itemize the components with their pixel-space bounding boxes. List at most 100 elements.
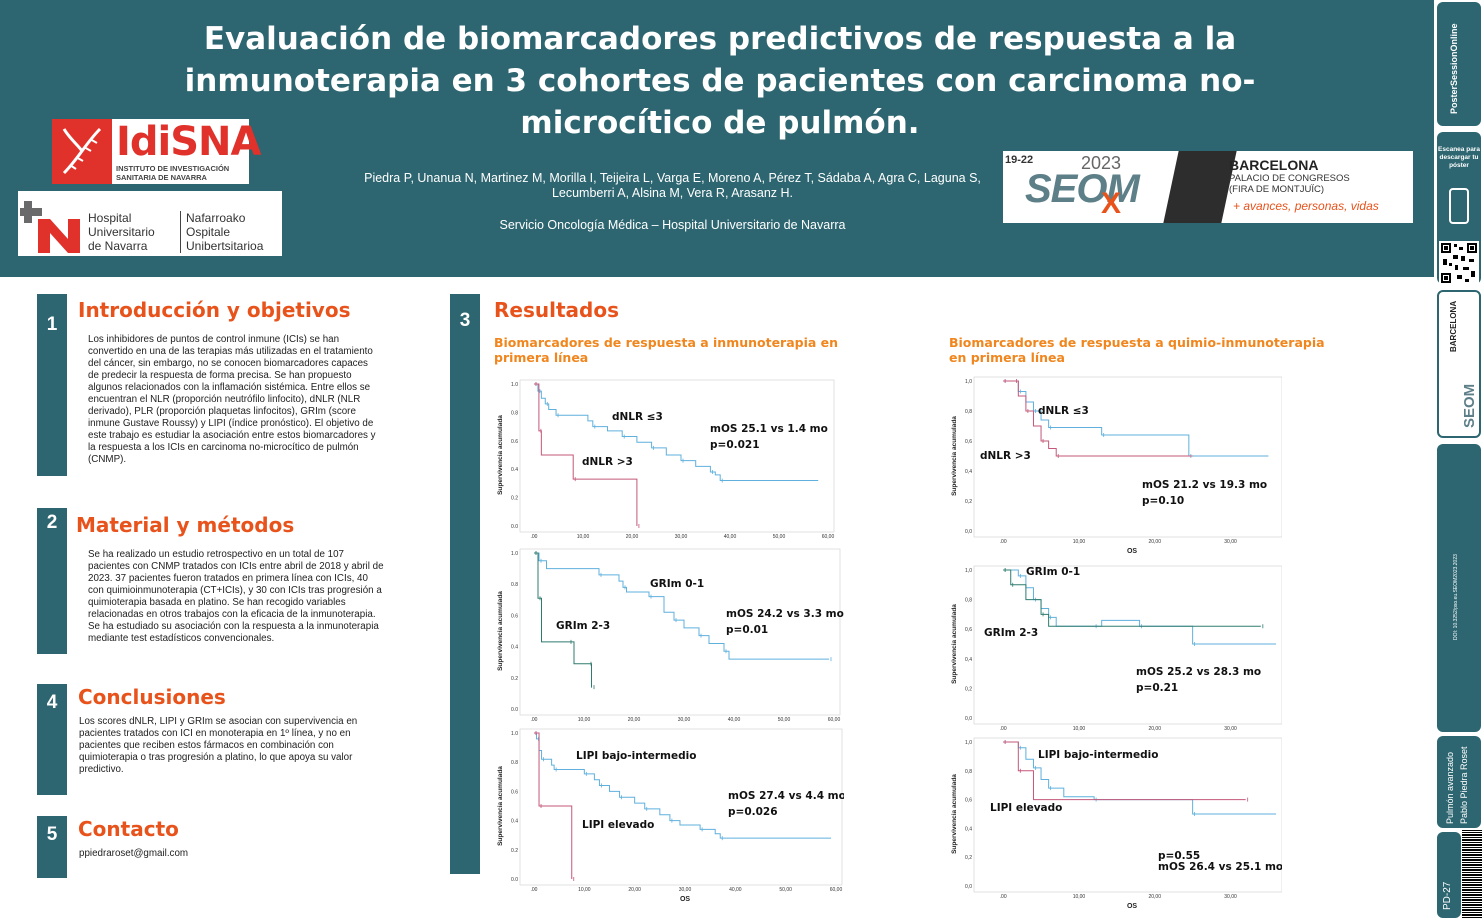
idisna-dna-mark [52, 119, 112, 184]
km-chart-lipi-ct-ici: 0,0 0,2 0,4 0,6 0,8 1,0 .00 10,00 20,00 30,00 Supe… [946, 734, 1282, 921]
conclusions-text: Los scores dNLR, LIPI y GRIm se asocian … [79, 716, 358, 775]
survival-curve [1003, 380, 1193, 457]
survival-curve [534, 732, 573, 879]
plot-frame [519, 728, 843, 886]
y-tick-label: 0.0 [511, 877, 518, 883]
y-tick-label: 0,4 [965, 826, 972, 832]
y-tick-label: 0.2 [511, 676, 518, 682]
x-tick-label: 10,00 [577, 534, 590, 540]
chart-annotation-p: p=0.021 [710, 439, 760, 451]
chart-annotation-upper: dNLR ≤3 [1038, 405, 1089, 417]
y-tick-label: 0,2 [965, 686, 972, 692]
y-tick-label: 0.8 [511, 760, 518, 766]
x-tick-label: 10,00 [1073, 539, 1086, 545]
seom-congress-banner: 19-22 2023 SEOM X BARCELONA PALACIO DE C… [1003, 151, 1413, 223]
logo-divider [180, 211, 181, 253]
poster-code: PD-27 [1442, 881, 1453, 910]
chart-annotation-upper: LIPI bajo-intermedio [576, 750, 696, 762]
chart-annotation-p: p=0.026 [728, 806, 778, 818]
sidebar-doi-block: DOI: 10.3252/pso.eu.SEOM2023.2023 [1437, 444, 1481, 732]
seom-slogan: + avances, personas, vidas [1233, 199, 1379, 213]
y-tick-label: 1,0 [965, 568, 972, 574]
scan-label: Escanea para descargar tu póster [1438, 146, 1480, 169]
x-tick-label: 50,00 [779, 887, 792, 893]
x-tick-label: .00 [531, 534, 538, 540]
seom-city: BARCELONA [1229, 157, 1319, 173]
plot-frame [973, 565, 1282, 725]
km-plot-svg: 0.0 0.2 0.4 0.6 0.8 1.0 .00 10,00 20,00 30,00 40,0… [497, 548, 844, 723]
author-label: Pablo Piedra Roset [1459, 746, 1469, 824]
x-axis-label: OS [1127, 548, 1137, 555]
x-tick-label: 60,00 [830, 887, 843, 893]
chart-annotation-p: p=0.10 [1142, 495, 1184, 507]
chart-annotation-upper: dNLR ≤3 [612, 411, 663, 423]
y-axis-label: Supervivencia acumulada [951, 416, 958, 496]
x-tick-label: .00 [1000, 894, 1007, 900]
intro-title: Introducción y objetivos [78, 298, 351, 322]
y-tick-label: 1.0 [511, 731, 518, 737]
y-tick-label: 1.0 [511, 551, 518, 557]
km-chart-lipi-ici: 0.0 0.2 0.4 0.6 0.8 1.0 .00 10,00 20,00 30,00 40,0… [484, 725, 844, 921]
x-tick-label: 40,00 [724, 534, 737, 540]
chart-annotation-upper: GRIm 0-1 [650, 578, 704, 590]
sidebar-seom-name: SEOM [1461, 383, 1478, 428]
y-tick-label: 0,6 [965, 798, 972, 804]
contact-email[interactable]: ppiedraroset@gmail.com [79, 848, 189, 859]
y-tick-label: 0,4 [965, 657, 972, 663]
brand-label: PosterSessionOnline [1449, 23, 1459, 114]
x-tick-label: 50,00 [773, 534, 786, 540]
hospital-n-icon [20, 201, 80, 253]
x-tick-label: 20,00 [1148, 894, 1161, 900]
y-tick-label: 0.6 [511, 439, 518, 445]
x-tick-label: .00 [531, 887, 538, 893]
section-number-1: 1 [37, 294, 67, 476]
chart-annotation-lower: GRIm 2-3 [984, 627, 1038, 639]
brush-stroke-graphic [1163, 151, 1237, 223]
methods-text: Se ha realizado un estudio retrospectivo… [88, 549, 384, 644]
y-tick-label: 0,6 [965, 627, 972, 633]
x-tick-label: 10,00 [578, 887, 591, 893]
x-tick-label: .00 [1000, 726, 1007, 732]
x-tick-label: 40,00 [728, 717, 741, 723]
x-tick-label: .00 [1000, 539, 1007, 545]
survival-curve [534, 383, 638, 526]
section-number-2: 2 [37, 508, 67, 654]
section-number-3: 3 [450, 294, 480, 874]
x-tick-label: 20,00 [1148, 539, 1161, 545]
km-chart-dnlr-ct-ici: 0,0 0,2 0,4 0,6 0,8 1,0 .00 10,00 20,00 30,00 Supe… [946, 373, 1282, 573]
y-tick-label: 0.8 [511, 582, 518, 588]
y-axis-label: Supervivencia acumulada [497, 591, 504, 671]
contact-title: Contacto [78, 817, 179, 841]
chart-annotation-mos: mOS 25.2 vs 28.3 mo [1136, 666, 1261, 678]
x-tick-label: 50,00 [778, 717, 791, 723]
methods-title: Material y métodos [76, 513, 295, 537]
survival-curve [534, 552, 592, 688]
hospital-name-es: Hospital Universitario de Navarra [88, 211, 155, 253]
y-tick-label: 1.0 [511, 382, 518, 388]
poster-title: Evaluación de biomarcadores predictivos … [184, 21, 1256, 141]
y-tick-label: 0,8 [965, 769, 972, 775]
doi-label: DOI: 10.3252/pso.eu.SEOM2023.2023 [1453, 554, 1459, 640]
y-tick-label: 0.4 [511, 467, 518, 473]
phone-icon [1449, 188, 1469, 224]
x-tick-label: 30,00 [1224, 894, 1237, 900]
idisna-subtitle: INSTITUTO DE INVESTIGACIÓN SANITARIA DE … [116, 164, 230, 182]
dna-icon [62, 127, 102, 175]
x-tick-label: 60,00 [822, 534, 835, 540]
chart-annotation-lower: dNLR >3 [582, 456, 633, 468]
idisna-logo: IdiSNA INSTITUTO DE INVESTIGACIÓN SANITA… [52, 119, 261, 184]
chart-annotation-lower: LIPI elevado [582, 819, 654, 831]
x-tick-label: 20,00 [1148, 726, 1161, 732]
y-axis-label: Supervivencia acumulada [951, 604, 958, 684]
x-tick-label: 20,00 [626, 534, 639, 540]
chart-annotation-lower: LIPI elevado [990, 802, 1062, 814]
km-plot-svg: 0,0 0,2 0,4 0,6 0,8 1,0 .00 10,00 20,00 30,00 Supe… [951, 376, 1282, 555]
qr-code[interactable] [1439, 241, 1479, 285]
chart-annotation-lower: GRIm 2-3 [556, 620, 610, 632]
y-tick-label: 0,0 [965, 716, 972, 722]
chart-annotation-p: p=0.21 [1136, 682, 1178, 694]
y-tick-label: 0,2 [965, 855, 972, 861]
km-chart-grim-ct-ici: 0,0 0,2 0,4 0,6 0,8 1,0 .00 10,00 20,00 30,00 Supe… [946, 562, 1282, 740]
y-axis-label: Supervivencia acumulada [497, 415, 504, 495]
x-tick-label: 10,00 [1073, 894, 1086, 900]
